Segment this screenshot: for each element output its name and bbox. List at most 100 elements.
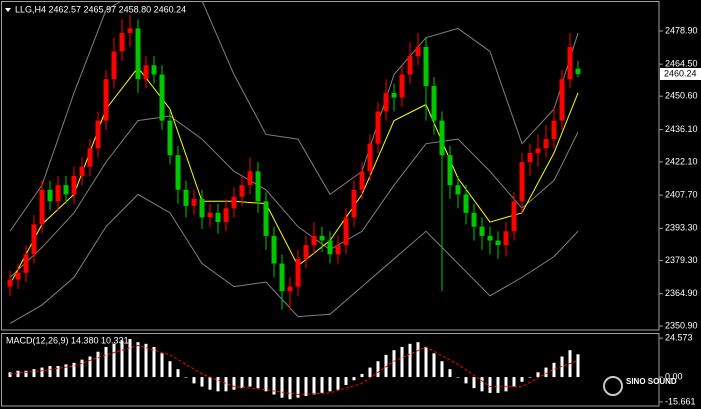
macd-bar xyxy=(296,377,300,398)
macd-bar xyxy=(216,377,220,392)
macd-bar xyxy=(384,354,388,378)
candle-body xyxy=(127,28,133,34)
candle-body xyxy=(287,286,293,292)
macd-bar xyxy=(472,377,476,389)
candle-body xyxy=(343,217,349,246)
candle-body xyxy=(471,212,477,227)
macd-bar xyxy=(152,346,156,378)
main-panel xyxy=(1,1,660,331)
macd-bar xyxy=(512,377,516,387)
candle-body xyxy=(559,79,565,121)
candle-body xyxy=(455,185,461,195)
candle-body xyxy=(239,185,245,197)
line xyxy=(9,1,579,232)
candle-body xyxy=(447,155,453,186)
candle-body xyxy=(543,139,549,149)
macd-bar xyxy=(144,343,148,378)
candle-body xyxy=(319,235,325,241)
y-tick-label: 2464.50 xyxy=(665,59,698,69)
macd-bar xyxy=(400,346,404,378)
logo-icon xyxy=(603,376,623,396)
candle-body xyxy=(551,120,557,140)
macd-bar xyxy=(456,377,460,378)
macd-bar xyxy=(408,343,412,378)
candle-body xyxy=(151,65,157,75)
macd-bar xyxy=(576,354,580,378)
chart-title: LLG,H4 2462.57 2465.97 2458.80 2460.24 xyxy=(15,4,186,14)
macd-bar xyxy=(40,367,44,378)
macd-bar xyxy=(96,351,100,378)
candle-body xyxy=(407,56,413,75)
macd-plot xyxy=(8,339,580,400)
candle-body xyxy=(231,196,237,209)
candle-body xyxy=(263,201,269,236)
macd-bar xyxy=(392,350,396,378)
macd-bar xyxy=(288,377,292,400)
candle-body xyxy=(439,120,445,156)
macd-bar xyxy=(256,377,260,389)
macd-bar xyxy=(128,339,132,378)
y-tick-label: 2350.90 xyxy=(665,320,698,330)
y-tick-label: -15.661 xyxy=(665,396,696,406)
macd-bar xyxy=(280,377,284,398)
y-tick-label: 2478.90 xyxy=(665,25,698,35)
y-tick-label: 2393.30 xyxy=(665,223,698,233)
candle-body xyxy=(167,120,173,156)
candle-body xyxy=(423,46,429,87)
candle-body xyxy=(7,279,13,287)
candle-body xyxy=(199,199,205,218)
candle-body xyxy=(511,201,517,232)
candle-body xyxy=(311,235,317,246)
candle-body xyxy=(135,28,141,80)
current-price: 2460.24 xyxy=(664,68,697,78)
macd-bar xyxy=(496,377,500,393)
macd-bar xyxy=(24,370,28,378)
macd-bar xyxy=(416,342,420,378)
y-tick-label: 2379.30 xyxy=(665,255,698,265)
line xyxy=(9,193,579,324)
candle-body xyxy=(103,79,109,121)
candle-body xyxy=(223,208,229,223)
macd-bar xyxy=(440,361,444,378)
macd-bar xyxy=(104,346,108,378)
y-tick-label: 2450.60 xyxy=(665,91,698,101)
macd-title: MACD(12,26,9) 14.380 10.331 xyxy=(6,335,129,345)
line xyxy=(9,344,579,396)
candle-body xyxy=(495,240,501,246)
axes: 2478.90 2464.50 2450.60 2436.10 2422.10 2407.… xyxy=(659,25,701,406)
macd-bar xyxy=(264,377,268,392)
macd-bar xyxy=(200,377,204,387)
candle-body xyxy=(87,148,93,167)
candle-body xyxy=(111,51,117,80)
macd-bar xyxy=(544,367,548,378)
macd-bar xyxy=(208,377,212,390)
candle-body xyxy=(119,33,125,52)
macd-panel xyxy=(1,333,660,407)
y-tick-label: 2364.90 xyxy=(665,288,698,298)
main-plot xyxy=(7,1,581,324)
macd-bar xyxy=(48,365,52,378)
macd-bar xyxy=(432,353,436,378)
candle-body xyxy=(215,212,221,223)
candle-body xyxy=(367,143,373,172)
y-tick-label: 2407.70 xyxy=(665,189,698,199)
candle-body xyxy=(399,74,405,98)
candle-body xyxy=(503,231,509,246)
macd-bar xyxy=(352,377,356,381)
candle-body xyxy=(295,258,301,287)
candle-body xyxy=(431,86,437,121)
macd-bar xyxy=(16,370,20,378)
candle-body xyxy=(143,65,149,80)
price-box xyxy=(660,67,701,80)
macd-bar xyxy=(136,342,140,378)
macd-bar xyxy=(120,340,124,378)
candle-body xyxy=(519,162,525,202)
candle-body xyxy=(95,120,101,149)
macd-bar xyxy=(344,377,348,385)
candle-body xyxy=(23,254,29,273)
candle-body xyxy=(327,240,333,255)
candle-body xyxy=(207,212,213,218)
macd-bar xyxy=(88,356,92,378)
